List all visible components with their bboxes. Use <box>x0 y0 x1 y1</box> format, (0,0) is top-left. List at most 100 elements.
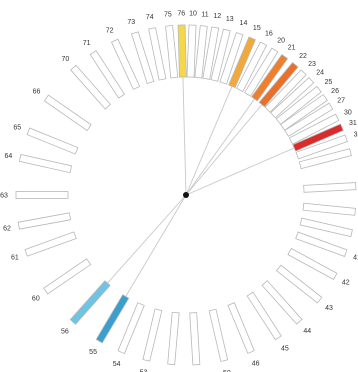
bar-65-40 <box>26 127 79 155</box>
bar-70-42 <box>70 64 111 110</box>
center-hub <box>183 192 189 198</box>
bar-16-6 <box>236 41 268 93</box>
link-22 <box>185 104 263 196</box>
bar-42-23 <box>287 247 338 280</box>
bar-56-34 <box>69 280 111 325</box>
label-54: 54 <box>113 361 121 368</box>
label-20: 20 <box>277 37 285 44</box>
label-10: 10 <box>189 11 197 18</box>
label-53: 53 <box>140 369 148 372</box>
label-73: 73 <box>127 19 135 26</box>
label-44: 44 <box>303 328 311 335</box>
bar-22-9 <box>258 61 299 108</box>
label-64: 64 <box>4 153 12 160</box>
label-70: 70 <box>62 56 70 63</box>
bar-45-26 <box>246 291 282 341</box>
link-55 <box>125 194 187 297</box>
bar-71-43 <box>89 50 126 99</box>
bar-10-0 <box>186 24 197 78</box>
label-12: 12 <box>213 13 221 20</box>
label-46: 46 <box>252 361 260 368</box>
label-45: 45 <box>281 345 289 352</box>
bar-14-4 <box>219 32 244 85</box>
bar-60-35 <box>43 258 92 295</box>
label-22: 22 <box>299 53 307 60</box>
bar-25-12 <box>275 85 322 125</box>
label-72: 72 <box>106 27 114 34</box>
label-16: 16 <box>265 30 273 37</box>
bar-66-41 <box>43 94 92 132</box>
label-62: 62 <box>3 225 11 232</box>
bar-41-22 <box>295 231 348 257</box>
bar-63-38 <box>15 191 69 199</box>
bar-44-25 <box>261 280 303 325</box>
link-76 <box>182 77 187 196</box>
bar-24-11 <box>270 77 315 119</box>
bar-53-31 <box>142 308 163 362</box>
bar-21-8 <box>251 54 289 102</box>
bar-15-5 <box>228 36 256 89</box>
bar-72-44 <box>110 38 141 90</box>
bar-54-32 <box>117 302 145 355</box>
label-27: 27 <box>337 97 345 104</box>
label-31: 31 <box>349 120 357 127</box>
label-76: 76 <box>177 11 185 18</box>
label-63: 63 <box>0 193 8 200</box>
label-30: 30 <box>344 109 352 116</box>
bar-62-37 <box>17 212 72 230</box>
label-55: 55 <box>89 349 97 356</box>
label-74: 74 <box>146 14 154 21</box>
label-15: 15 <box>253 25 261 32</box>
label-56: 56 <box>61 328 69 335</box>
label-61: 61 <box>11 254 19 261</box>
bar-11-1 <box>194 25 208 79</box>
segment-labels: 1011121314151620212223242526273031323334… <box>0 11 358 372</box>
label-24: 24 <box>316 70 324 77</box>
bar-4-21 <box>299 217 353 238</box>
label-65: 65 <box>13 124 21 131</box>
bar-26-13 <box>280 94 328 131</box>
radial-bars <box>15 24 357 366</box>
bar-73-45 <box>131 31 155 85</box>
bar-33-18 <box>298 148 352 170</box>
bar-3-19 <box>303 182 357 193</box>
bar-46-27 <box>227 302 255 354</box>
bar-51-29 <box>189 312 201 366</box>
bar-32-17 <box>295 134 348 160</box>
label-32: 32 <box>354 132 358 139</box>
bar-blank-20 <box>302 202 356 216</box>
link-56 <box>107 194 187 284</box>
bar-55-33 <box>95 294 130 344</box>
link-15 <box>185 86 233 196</box>
label-71: 71 <box>83 40 91 47</box>
label-13: 13 <box>226 16 234 23</box>
bar-30-15 <box>288 113 340 145</box>
label-11: 11 <box>201 11 208 18</box>
label-26: 26 <box>331 88 339 95</box>
label-41: 41 <box>353 255 358 262</box>
label-21: 21 <box>288 44 296 51</box>
bar-50-28 <box>208 308 229 362</box>
link-lines <box>107 77 295 297</box>
bar-52-30 <box>167 311 180 366</box>
bar-27-14 <box>284 102 334 137</box>
label-66: 66 <box>33 89 41 96</box>
label-42: 42 <box>342 280 350 287</box>
bar-23-10 <box>264 69 307 113</box>
link-31 <box>185 147 295 196</box>
bar-64-39 <box>18 154 73 174</box>
label-43: 43 <box>325 305 333 312</box>
label-14: 14 <box>240 20 248 27</box>
label-25: 25 <box>325 79 333 86</box>
bar-75-47 <box>165 25 179 79</box>
label-60: 60 <box>32 295 40 302</box>
label-23: 23 <box>308 61 316 68</box>
bar-12-2 <box>202 26 220 80</box>
bar-76-48 <box>177 24 187 78</box>
bar-20-7 <box>244 47 279 97</box>
bar-74-46 <box>148 27 167 81</box>
bar-43-24 <box>276 264 323 304</box>
label-75: 75 <box>164 11 172 18</box>
label-50: 50 <box>223 370 231 372</box>
